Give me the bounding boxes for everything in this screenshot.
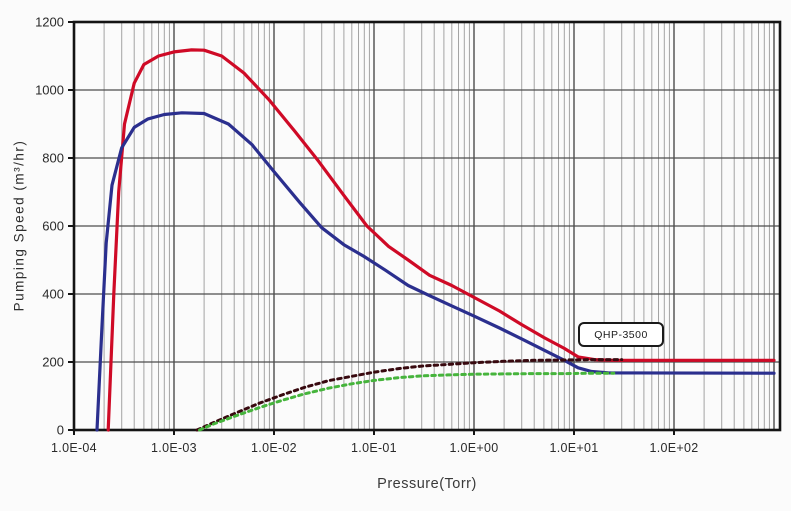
x-tick-label: 1.0E-03 bbox=[151, 441, 197, 455]
y-axis-title: Pumping Speed (m³/hr) bbox=[11, 139, 27, 312]
y-tick-label: 600 bbox=[42, 219, 64, 234]
series-blue-solid-main bbox=[95, 111, 776, 432]
y-tick-label: 200 bbox=[42, 355, 64, 370]
model-label: QHP-3500 bbox=[578, 322, 664, 347]
x-tick-label: 1.0E+00 bbox=[449, 441, 498, 455]
x-tick-label: 1.0E-01 bbox=[351, 441, 397, 455]
y-tick-label: 1000 bbox=[35, 83, 64, 98]
x-tick-label: 1.0E-04 bbox=[51, 441, 97, 455]
y-tick-label: 800 bbox=[42, 151, 64, 166]
series-dark-dashed bbox=[195, 358, 624, 432]
x-tick-label: 1.0E+02 bbox=[649, 441, 698, 455]
series-green-dashed bbox=[198, 371, 616, 432]
series-red-solid-main bbox=[106, 48, 776, 432]
y-tick-label: 1200 bbox=[35, 15, 64, 30]
x-axis-title: Pressure(Torr) bbox=[377, 476, 477, 492]
plot-frame bbox=[72, 20, 782, 432]
y-tick-label: 0 bbox=[57, 423, 64, 438]
x-tick-label: 1.0E-02 bbox=[251, 441, 297, 455]
y-tick-label: 400 bbox=[42, 287, 64, 302]
x-tick-label: 1.0E+01 bbox=[549, 441, 598, 455]
